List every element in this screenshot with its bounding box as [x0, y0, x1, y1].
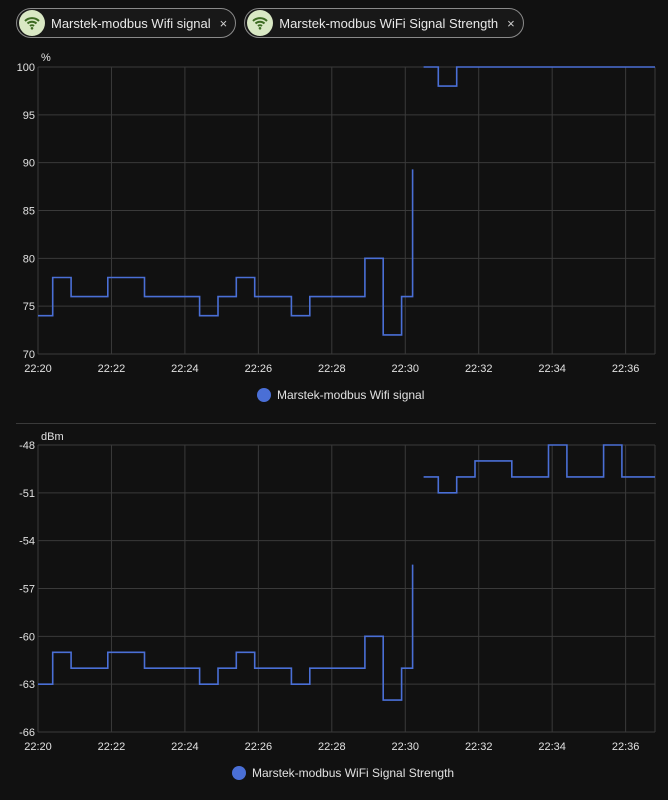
- y-tick-label: -60: [19, 631, 35, 643]
- y-tick-label: 80: [23, 253, 35, 265]
- wifi-icon: [19, 10, 45, 36]
- y-tick-label: 70: [23, 349, 35, 361]
- close-icon[interactable]: ×: [219, 15, 228, 31]
- x-tick-label: 22:22: [98, 363, 126, 375]
- x-tick-label: 22:28: [318, 363, 346, 375]
- series-line: [423, 66, 655, 87]
- series-line: [38, 169, 414, 336]
- x-tick-label: 22:32: [465, 363, 493, 375]
- x-tick-label: 22:32: [465, 741, 493, 753]
- series-line: [423, 444, 655, 494]
- y-tick-label: -63: [19, 679, 35, 691]
- y-tick-label: -54: [19, 536, 35, 548]
- x-tick-label: 22:26: [245, 363, 273, 375]
- x-tick-label: 22:22: [98, 741, 126, 753]
- wifi-signal-chart: 100 95 90 85 80 75 70 22:20 22:22 22:24 22:26 22:28…: [17, 52, 656, 375]
- x-tick-label: 22:20: [24, 741, 52, 753]
- y-tick-label: 75: [23, 301, 35, 313]
- x-tick-label: 22:28: [318, 741, 346, 753]
- wifi-icon: [247, 10, 274, 36]
- legend-wifi-signal[interactable]: Marstek-modbus Wifi signal: [257, 388, 424, 402]
- x-tick-label: 22:34: [538, 741, 566, 753]
- filter-chip-label: Marstek-modbus Wifi signal: [51, 15, 211, 31]
- x-tick-label: 22:36: [612, 741, 640, 753]
- y-tick-label: -57: [19, 584, 35, 596]
- chart-divider: [16, 423, 656, 424]
- legend-label: Marstek-modbus WiFi Signal Strength: [252, 766, 455, 780]
- y-tick-label: -66: [19, 727, 35, 739]
- legend-color-dot: [232, 766, 246, 780]
- y-tick-label: -51: [19, 488, 35, 500]
- legend-wifi-signal-strength[interactable]: Marstek-modbus WiFi Signal Strength: [232, 766, 454, 780]
- y-tick-label: 85: [23, 206, 35, 218]
- filter-chip-wifi-signal[interactable]: Marstek-modbus Wifi signal ×: [16, 8, 237, 38]
- wifi-signal-strength-chart: -48 -51 -54 -57 -60 -63 -66 22:20 22:22 22:24 22:2…: [19, 431, 656, 753]
- series-line: [38, 564, 414, 701]
- grid: [37, 66, 656, 355]
- close-icon[interactable]: ×: [507, 15, 515, 31]
- x-tick-label: 22:34: [538, 363, 566, 375]
- x-tick-label: 22:24: [171, 741, 199, 753]
- x-tick-label: 22:24: [171, 363, 199, 375]
- filter-chip-wifi-signal-strength[interactable]: Marstek-modbus WiFi Signal Strength ×: [244, 8, 524, 38]
- y-tick-label: 100: [17, 62, 35, 74]
- legend-color-dot: [257, 388, 271, 402]
- x-tick-label: 22:30: [391, 363, 419, 375]
- grid: [37, 444, 656, 733]
- legend-label: Marstek-modbus Wifi signal: [277, 388, 425, 402]
- unit-label: %: [41, 52, 51, 64]
- x-tick-label: 22:30: [391, 741, 419, 753]
- y-tick-label: -48: [19, 440, 35, 452]
- x-tick-label: 22:36: [612, 363, 640, 375]
- y-tick-label: 95: [23, 110, 35, 122]
- y-tick-label: 90: [23, 158, 35, 170]
- filter-chip-label: Marstek-modbus WiFi Signal Strength: [279, 15, 499, 31]
- x-tick-label: 22:20: [24, 363, 52, 375]
- filter-chips: Marstek-modbus Wifi signal × Marstek-mod…: [16, 8, 524, 38]
- x-tick-label: 22:26: [245, 741, 273, 753]
- unit-label: dBm: [41, 431, 64, 443]
